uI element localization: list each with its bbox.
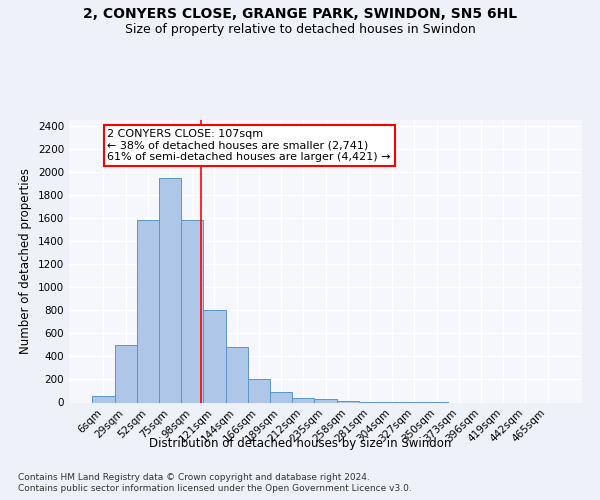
Bar	[159, 178, 181, 402]
Bar	[314, 400, 337, 402]
Bar	[248, 380, 270, 402]
Bar	[226, 347, 248, 403]
Bar	[92, 396, 115, 402]
Text: 2 CONYERS CLOSE: 107sqm
← 38% of detached houses are smaller (2,741)
61% of semi: 2 CONYERS CLOSE: 107sqm ← 38% of detache…	[107, 129, 391, 162]
Y-axis label: Number of detached properties: Number of detached properties	[19, 168, 32, 354]
Text: 2, CONYERS CLOSE, GRANGE PARK, SWINDON, SN5 6HL: 2, CONYERS CLOSE, GRANGE PARK, SWINDON, …	[83, 8, 517, 22]
Bar	[181, 220, 203, 402]
Text: Size of property relative to detached houses in Swindon: Size of property relative to detached ho…	[125, 22, 475, 36]
Bar	[203, 310, 226, 402]
Text: Contains HM Land Registry data © Crown copyright and database right 2024.: Contains HM Land Registry data © Crown c…	[18, 472, 370, 482]
Text: Distribution of detached houses by size in Swindon: Distribution of detached houses by size …	[149, 438, 451, 450]
Bar	[270, 392, 292, 402]
Bar	[292, 398, 314, 402]
Bar	[115, 345, 137, 403]
Bar	[337, 401, 359, 402]
Bar	[137, 220, 159, 402]
Text: Contains public sector information licensed under the Open Government Licence v3: Contains public sector information licen…	[18, 484, 412, 493]
